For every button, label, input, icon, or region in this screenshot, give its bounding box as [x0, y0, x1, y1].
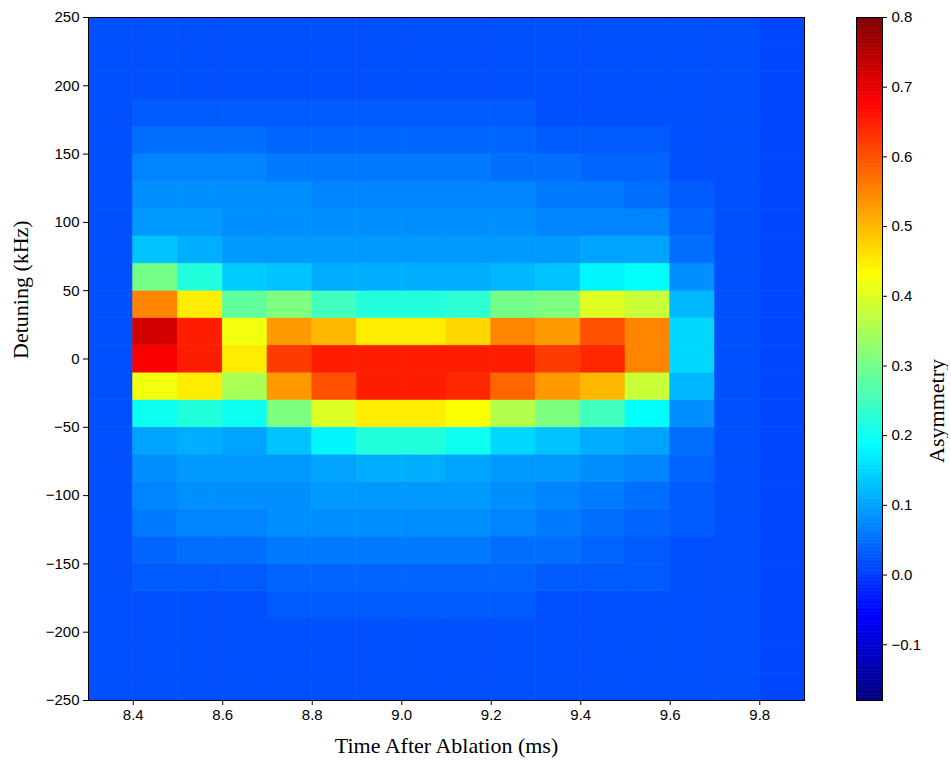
svg-text:100: 100: [54, 213, 79, 230]
svg-text:−100: −100: [46, 486, 80, 503]
svg-text:0.8: 0.8: [892, 8, 913, 25]
svg-text:0.5: 0.5: [892, 217, 913, 234]
svg-text:Asymmetry: Asymmetry: [924, 359, 948, 463]
svg-text:−200: −200: [46, 623, 80, 640]
svg-text:250: 250: [54, 8, 79, 25]
svg-text:50: 50: [63, 282, 80, 299]
svg-text:150: 150: [54, 145, 79, 162]
svg-text:0.4: 0.4: [892, 287, 913, 304]
svg-text:9.4: 9.4: [570, 706, 591, 723]
svg-text:0.7: 0.7: [892, 78, 913, 95]
svg-text:−150: −150: [46, 555, 80, 572]
svg-text:9.8: 9.8: [749, 706, 770, 723]
svg-text:0.6: 0.6: [892, 148, 913, 165]
svg-text:8.4: 8.4: [123, 706, 144, 723]
svg-text:−250: −250: [46, 691, 80, 708]
svg-text:9.0: 9.0: [391, 706, 412, 723]
svg-text:8.8: 8.8: [302, 706, 323, 723]
svg-text:9.2: 9.2: [481, 706, 502, 723]
svg-text:9.6: 9.6: [660, 706, 681, 723]
svg-text:0.2: 0.2: [892, 426, 913, 443]
svg-text:0.0: 0.0: [892, 566, 913, 583]
svg-text:−50: −50: [54, 418, 79, 435]
svg-text:0: 0: [71, 350, 79, 367]
svg-text:Detuning (kHz): Detuning (kHz): [8, 220, 33, 359]
svg-text:0.3: 0.3: [892, 357, 913, 374]
svg-text:Time After Ablation (ms): Time After Ablation (ms): [335, 733, 558, 758]
svg-text:0.1: 0.1: [892, 496, 913, 513]
svg-text:−0.1: −0.1: [892, 636, 922, 653]
svg-text:200: 200: [54, 77, 79, 94]
svg-text:8.6: 8.6: [212, 706, 233, 723]
